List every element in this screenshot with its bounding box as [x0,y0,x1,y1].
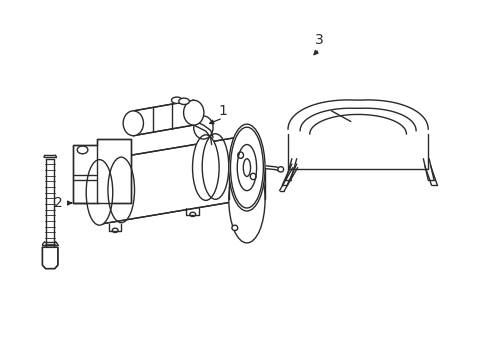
Ellipse shape [228,156,264,243]
Polygon shape [133,100,193,136]
Ellipse shape [171,97,182,103]
Ellipse shape [192,135,219,201]
Polygon shape [73,139,131,203]
Polygon shape [99,136,246,224]
Text: 1: 1 [218,104,227,118]
Text: 2: 2 [54,196,62,210]
Ellipse shape [183,100,203,125]
Ellipse shape [231,225,237,230]
Ellipse shape [123,111,143,136]
Ellipse shape [179,98,189,104]
Ellipse shape [228,124,264,211]
Polygon shape [42,247,58,269]
Ellipse shape [86,159,113,225]
Text: 3: 3 [314,33,323,47]
Ellipse shape [277,167,283,172]
